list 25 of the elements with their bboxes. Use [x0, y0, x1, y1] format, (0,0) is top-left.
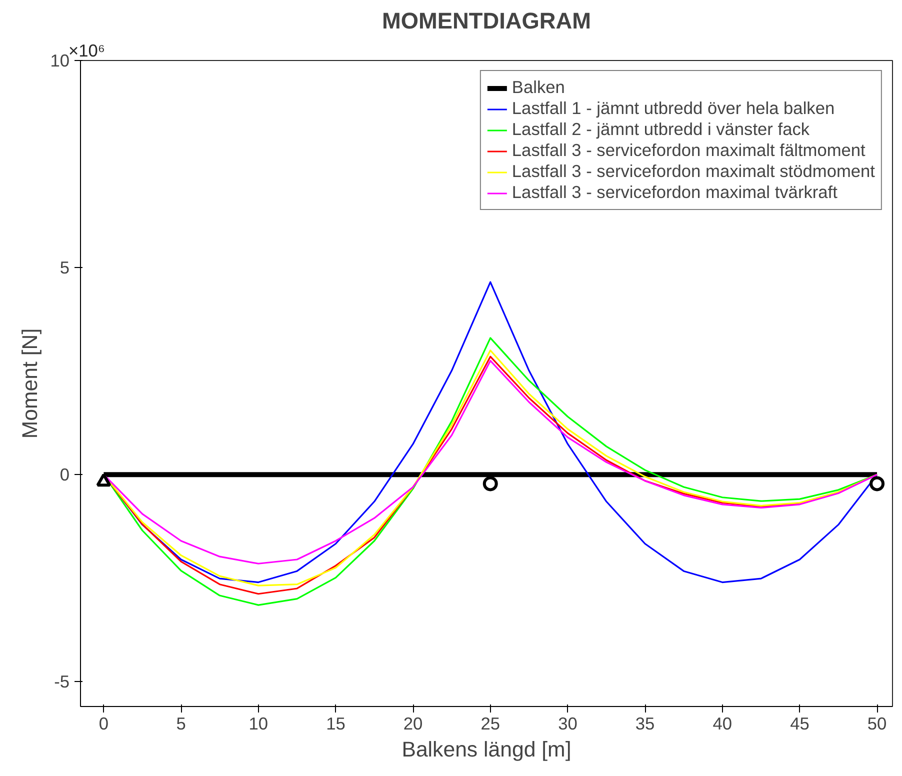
x-tick-label: 5: [176, 714, 186, 734]
legend-label: Lastfall 1 - jämnt utbredd över hela balken: [512, 98, 835, 119]
x-tick-label: 35: [635, 714, 655, 734]
y-tick-label: 0: [60, 464, 70, 485]
y-tick-label: 5: [60, 258, 70, 278]
x-axis-title: Balkens längd [m]: [402, 738, 572, 762]
y-axis-title: Moment [N]: [18, 328, 42, 439]
x-tick-label: 45: [790, 714, 810, 734]
x-tick-label: 50: [867, 714, 887, 734]
x-tick-label: 10: [248, 714, 268, 734]
legend-label: Lastfall 3 - servicefordon maximalt stödmoment: [512, 161, 875, 182]
y-tick-label: 10: [50, 50, 70, 70]
x-tick-label: 15: [326, 714, 346, 734]
x-tick-label: 20: [403, 714, 423, 734]
y-tick-label: -5: [54, 672, 70, 692]
annotation: ×10⁶: [68, 40, 106, 60]
x-tick-label: 25: [480, 714, 500, 734]
x-tick-label: 30: [558, 714, 578, 734]
legend-label: Balken: [512, 77, 565, 98]
chart-title: MOMENTDIAGRAM: [382, 8, 591, 34]
legend-label: Lastfall 2 - jämnt utbredd i vänster fack: [512, 119, 810, 140]
legend-label: Lastfall 3 - servicefordon maximal tvärkraft: [512, 182, 838, 203]
legend-label: Lastfall 3 - servicefordon maximalt fältmoment: [512, 140, 866, 161]
x-tick-label: 0: [98, 714, 109, 734]
x-tick-label: 40: [712, 714, 732, 734]
